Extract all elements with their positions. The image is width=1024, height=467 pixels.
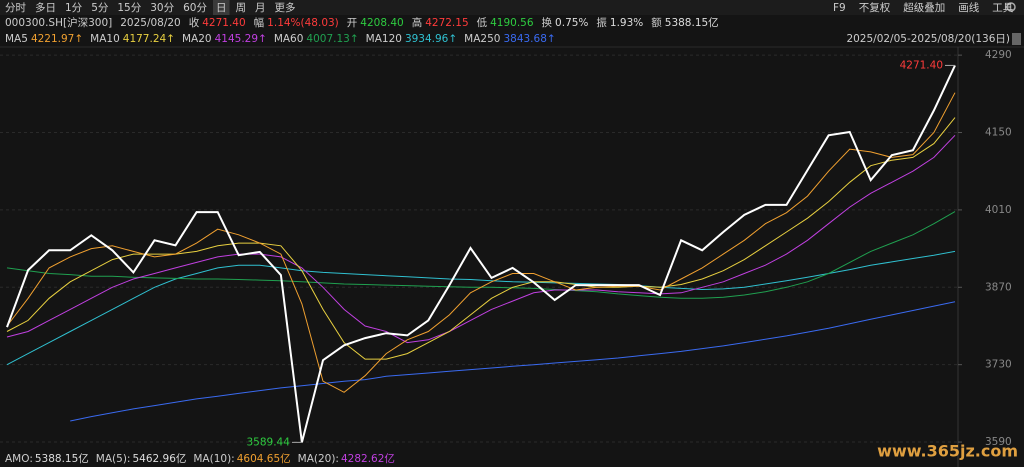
period-tab[interactable]: 5分 (91, 2, 109, 14)
footer-label: MA(20): (298, 453, 339, 465)
period-tab[interactable]: 日 (216, 2, 227, 14)
quote-label: 换 (542, 16, 553, 29)
legend-value: 4221.97↑ (31, 33, 83, 45)
price-line (6, 92, 956, 393)
period-tab[interactable]: 15分 (117, 2, 141, 14)
range-box[interactable] (1012, 33, 1021, 45)
date: 2025/08/20 (120, 17, 181, 29)
symbol: 000300.SH[沪深300] (5, 16, 112, 29)
footer-value: 4282.62亿 (341, 452, 395, 465)
quote-label: 额 (651, 16, 662, 29)
price-line (6, 134, 956, 344)
y-tick-label: 3870 (985, 281, 1012, 293)
quote-label: 收 (189, 16, 200, 29)
quote-label: 幅 (254, 16, 265, 29)
tool-button[interactable]: 画线 (958, 1, 979, 14)
quote-value: 4190.56 (490, 17, 534, 29)
tool-button[interactable]: 工具 (992, 2, 1013, 14)
footer-value: 4604.65亿 (237, 452, 291, 465)
legend-value: 4145.29↑ (215, 33, 267, 45)
selected-tab (213, 0, 230, 15)
quote-value: 0.75% (555, 17, 588, 29)
legend-name: MA250 (464, 33, 500, 45)
y-tick-label: 4290 (985, 49, 1012, 61)
footer-label: MA(5): (96, 453, 131, 465)
period-tab[interactable]: 30分 (150, 2, 174, 14)
legend-value: 3934.96↑ (405, 33, 457, 45)
watermark: www.365jz.com (877, 442, 1018, 461)
price-line (6, 64, 956, 443)
legend-name: MA5 (5, 33, 28, 45)
quote-value: 4272.15 (425, 17, 468, 29)
y-tick-label: 4010 (985, 204, 1012, 216)
tool-button[interactable]: F9 (833, 2, 846, 14)
legend-name: MA10 (90, 33, 120, 45)
annotation-label: 4271.40 (900, 59, 943, 71)
legend-value: 3843.68↑ (503, 33, 555, 45)
settings-icon[interactable] (1006, 2, 1016, 12)
period-tab[interactable]: 1分 (65, 2, 83, 14)
period-tab[interactable]: 周 (236, 2, 247, 14)
quote-value: 5388.15亿 (665, 16, 719, 29)
y-tick-label: 3590 (985, 436, 1012, 448)
period-tab[interactable]: 月 (255, 2, 266, 14)
annotation-label: 3589.44 (247, 436, 291, 448)
price-line (70, 301, 956, 422)
footer-value: 5462.96亿 (132, 452, 186, 465)
quote-value: 4271.40 (202, 17, 245, 29)
quote-value: 4208.40 (360, 17, 403, 29)
period-tab[interactable]: 60分 (183, 2, 207, 14)
period-tab[interactable]: 分时 (5, 2, 26, 14)
footer-label: MA(10): (193, 453, 234, 465)
price-line (6, 250, 956, 366)
toolbar-bg (0, 0, 1024, 15)
quote-value: 1.14%(48.03) (267, 17, 339, 29)
date-range: 2025/02/05-2025/08/20(136日) (846, 33, 1010, 45)
legend-name: MA20 (182, 33, 212, 45)
quote-label: 高 (412, 16, 423, 29)
quote-value: 1.93% (610, 17, 643, 29)
price-line (6, 211, 956, 299)
period-tab[interactable]: 更多 (275, 1, 296, 14)
footer-label: AMO: (5, 453, 33, 465)
legend-name: MA60 (274, 33, 304, 45)
tool-button[interactable]: 超级叠加 (903, 1, 945, 14)
quote-label: 低 (477, 16, 488, 29)
quote-label: 开 (347, 17, 358, 29)
legend-value: 4007.13↑ (306, 33, 358, 45)
legend-name: MA120 (366, 33, 402, 45)
price-line (6, 117, 956, 360)
tool-button[interactable]: 不复权 (859, 1, 891, 14)
y-tick-label: 3730 (985, 359, 1012, 371)
y-tick-label: 4150 (985, 127, 1012, 139)
footer-value: 5388.15亿 (35, 452, 89, 465)
period-tab[interactable]: 多日 (35, 1, 56, 14)
quote-label: 振 (596, 16, 607, 29)
legend-value: 4177.24↑ (123, 33, 175, 45)
